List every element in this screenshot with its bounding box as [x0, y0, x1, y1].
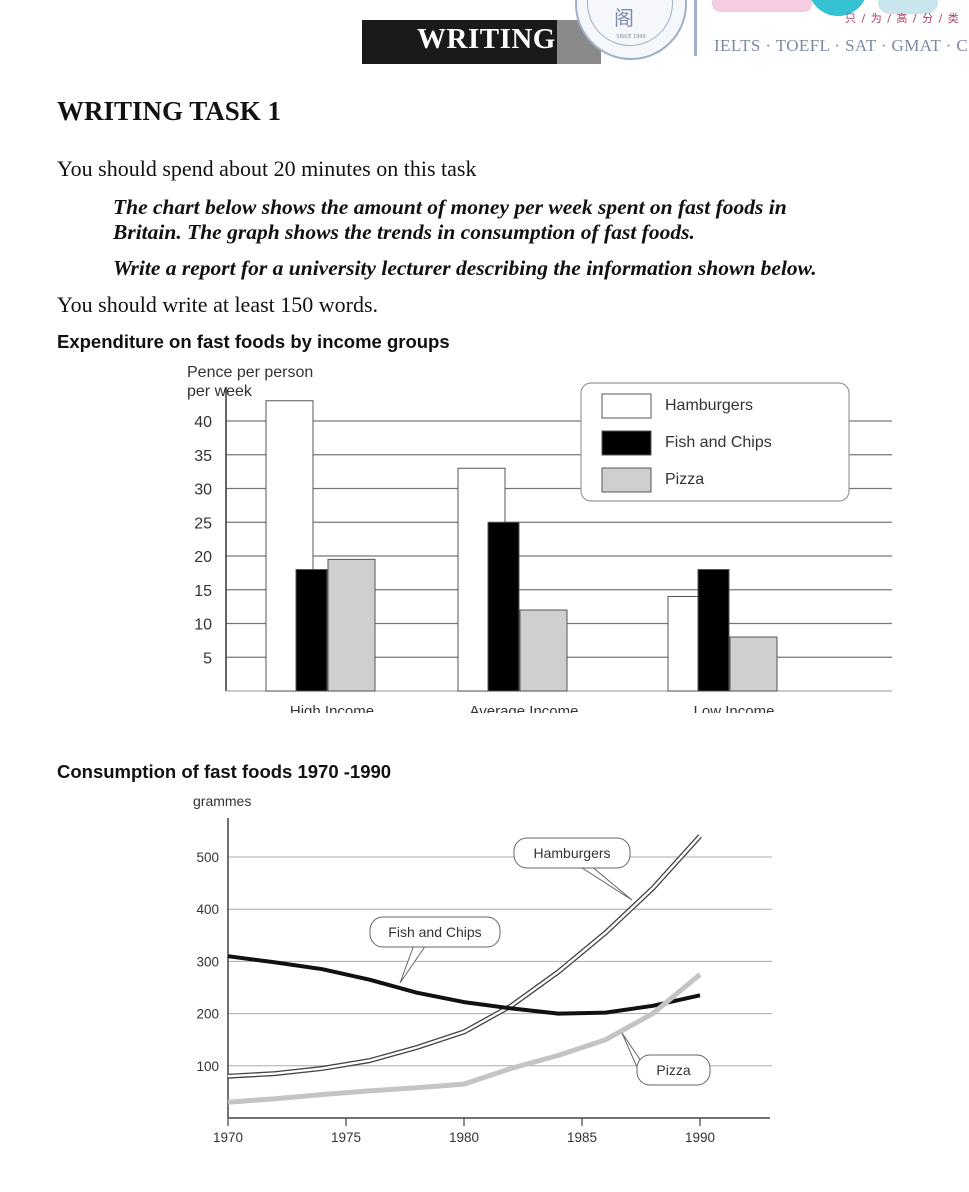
series-line-hamburgers-outline: [227, 834, 702, 1079]
word-instruction: You should write at least 150 words.: [57, 292, 379, 317]
callout-label: Fish and Chips: [388, 924, 481, 940]
y-tick-label: 5: [203, 650, 212, 667]
x-tick-label: 1980: [449, 1130, 479, 1145]
legend-label-hamburgers: Hamburgers: [665, 397, 753, 414]
bar-fish-and-chips-average-income: [487, 521, 520, 692]
y-tick-label: 40: [194, 414, 212, 431]
y-axis-label: grammes: [193, 793, 251, 809]
y-tick-label: 10: [194, 617, 212, 634]
prompt-line-2: Britain. The graph shows the trends in c…: [113, 220, 695, 244]
time-instruction: You should spend about 20 minutes on thi…: [57, 156, 477, 181]
series-line-pizza: [227, 972, 702, 1105]
callout-box: [636, 1054, 711, 1086]
callout-pizza: Pizza: [621, 1032, 711, 1086]
y-tick-label: 300: [196, 954, 219, 969]
callout-box: [369, 916, 501, 948]
x-tick-label: 1975: [331, 1130, 361, 1145]
legend-label-fish-and-chips: Fish and Chips: [665, 434, 772, 451]
x-category-label: High Income: [290, 703, 374, 713]
callout-label: Pizza: [656, 1062, 690, 1078]
y-tick-label: 20: [194, 549, 212, 566]
y-tick-label: 25: [194, 515, 212, 532]
brand-slogan: 只 / 为 / 高 / 分 / 类: [845, 12, 960, 25]
y-tick-label: 500: [196, 850, 219, 865]
callout-hamburgers: Hamburgers: [513, 837, 633, 901]
legend-swatch-pizza: [601, 467, 652, 493]
bar-pizza-low-income: [729, 636, 778, 692]
y-axis-label-line: Pence per person: [187, 364, 313, 381]
y-tick-label: 400: [196, 902, 219, 917]
report-instruction: Write a report for a university lecturer…: [113, 256, 817, 280]
y-tick-label: 15: [194, 583, 212, 600]
legend-swatch-fish-and-chips: [601, 430, 652, 456]
bar-fish-and-chips-high-income: [295, 569, 328, 692]
callout-fish-and-chips: Fish and Chips: [369, 916, 501, 984]
x-tick-label: 1985: [567, 1130, 597, 1145]
x-category-label: Low Income: [694, 703, 775, 713]
section-header-bar: WRITING: [362, 20, 601, 64]
bar-pizza-average-income: [519, 609, 568, 692]
series-line-hamburgers: [227, 835, 701, 1078]
legend-swatch-hamburgers: [601, 393, 652, 419]
bar-fish-and-chips-low-income: [697, 569, 730, 692]
series-line-fish-and-chips: [227, 954, 701, 1016]
header-divider: [694, 0, 697, 56]
task-title: WRITING TASK 1: [57, 96, 282, 126]
x-tick-label: 1970: [213, 1130, 243, 1145]
y-tick-label: 100: [196, 1059, 219, 1074]
task-prompt: The chart below shows the amount of mone…: [113, 195, 913, 245]
y-tick-label: 35: [194, 448, 212, 465]
bar-pizza-high-income: [327, 558, 376, 692]
brand-logo-light: [878, 0, 938, 14]
line-chart: grammes 100 200 300 400 500 1970 1975 1980 1985 19…: [193, 793, 772, 1145]
callout-pointer: [578, 865, 633, 901]
seal-glyph: 阁: [614, 6, 634, 30]
line-chart-title: Consumption of fast foods 1970 -1990: [57, 761, 392, 782]
callout-label: Hamburgers: [533, 845, 610, 861]
y-tick-label: 200: [196, 1007, 219, 1022]
x-category-label: Average Income: [470, 703, 579, 713]
y-axis-label-line: per week: [187, 383, 253, 400]
callout-pointer: [399, 944, 427, 984]
section-title: WRITING: [417, 23, 556, 55]
bar-chart: Pence per person per week 5 10 15 20 25 30 35 40 H…: [187, 364, 892, 713]
seal-since-text: SINCE 1999: [616, 34, 646, 40]
tests-line: IELTS · TOEFL · SAT · GMAT · C: [714, 36, 969, 55]
legend-label-pizza: Pizza: [665, 471, 704, 488]
callout-box: [513, 837, 631, 869]
brand-logo-pink: [712, 0, 812, 12]
prompt-line-1: The chart below shows the amount of mone…: [113, 195, 787, 219]
y-tick-label: 30: [194, 482, 212, 499]
bar-chart-title: Expenditure on fast foods by income grou…: [57, 331, 450, 352]
x-tick-label: 1990: [685, 1130, 715, 1145]
